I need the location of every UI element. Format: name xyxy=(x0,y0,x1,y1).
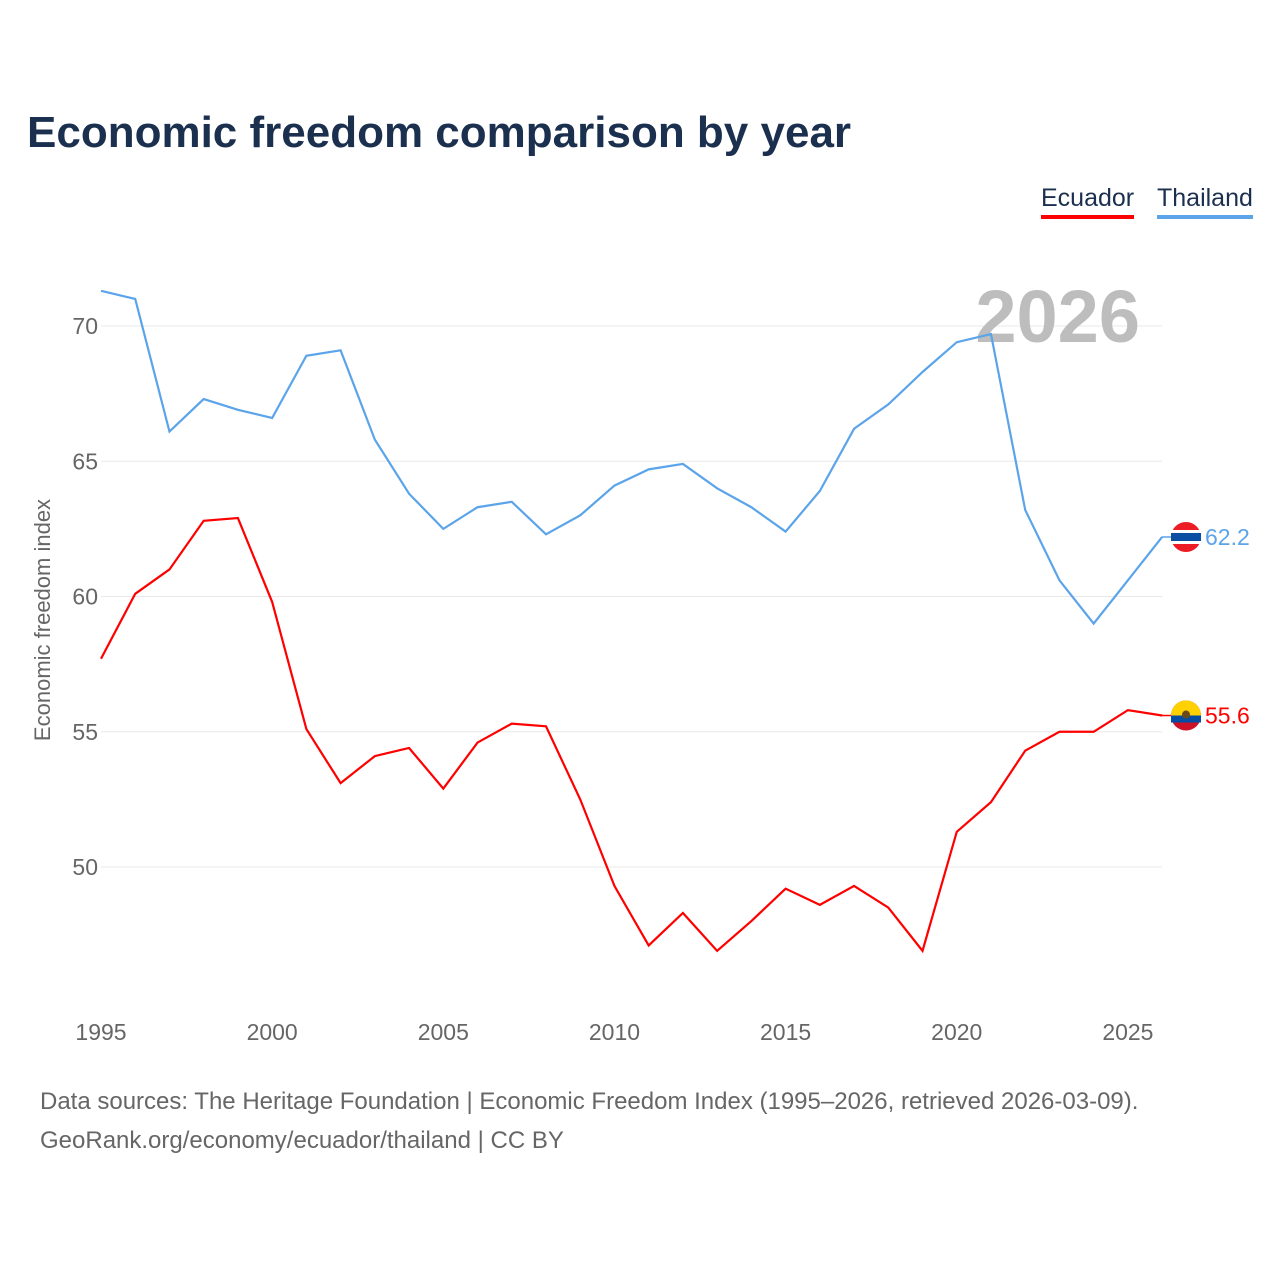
flag-emblem xyxy=(1182,710,1190,719)
chart-title: Economic freedom comparison by year xyxy=(27,108,852,157)
y-tick-label: 60 xyxy=(72,584,98,610)
y-tick-label: 65 xyxy=(72,448,98,474)
y-tick-label: 50 xyxy=(72,854,98,880)
x-tick-label: 2020 xyxy=(931,1019,982,1045)
footer-sources: Data sources: The Heritage Foundation | … xyxy=(40,1088,1139,1115)
y-axis-label: Economic freedom index xyxy=(30,499,55,741)
legend-thailand[interactable]: Thailand xyxy=(1157,184,1253,219)
end-value-label-ecuador: 55.6 xyxy=(1205,703,1250,729)
footer-credit: GeoRank.org/economy/ecuador/thailand | C… xyxy=(40,1127,564,1154)
x-tick-label: 2015 xyxy=(760,1019,811,1045)
x-tick-label: 2025 xyxy=(1102,1019,1153,1045)
x-tick-label: 1995 xyxy=(75,1019,126,1045)
flag-stripe xyxy=(1171,700,1201,716)
series-line-thailand xyxy=(100,289,1163,626)
y-tick-label: 70 xyxy=(72,313,98,339)
series-line-ecuador xyxy=(100,516,1163,954)
x-tick-label: 2000 xyxy=(247,1019,298,1045)
flag-stripe xyxy=(1171,532,1201,541)
flag-stripe xyxy=(1171,715,1201,723)
x-tick-label: 2010 xyxy=(589,1019,640,1045)
year-watermark: 2026 xyxy=(975,275,1140,358)
y-tick-label: 55 xyxy=(72,719,98,745)
x-tick-label: 2005 xyxy=(418,1019,469,1045)
legend-ecuador[interactable]: Ecuador xyxy=(1041,184,1135,219)
end-value-label-thailand: 62.2 xyxy=(1205,524,1250,550)
